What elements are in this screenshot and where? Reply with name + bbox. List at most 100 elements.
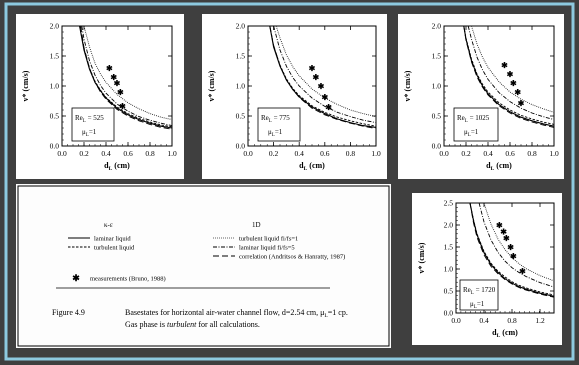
annotation-reynolds: ReL = 1025: [457, 114, 490, 124]
legend-label-turb-fifs1: turbulent liquid fi/fs=1: [239, 236, 298, 243]
series-line-longdash: [80, 26, 172, 130]
x-tick-label: 1.0: [371, 149, 381, 158]
legend-marker-measurements: ✱: [72, 273, 80, 283]
caption-line1-end: =1 cp.: [328, 308, 348, 317]
legend-label-measurements: measurements (Bruno, 1988): [90, 276, 166, 283]
x-tick-label: 1.0: [549, 149, 559, 158]
series-line-shortdash: [463, 26, 554, 125]
series-line-dot: [83, 26, 172, 121]
annotation-box: [453, 107, 499, 142]
y-tick-label: 0.0: [432, 142, 442, 151]
x-tick-label: 0.6: [123, 149, 133, 158]
series-line-dashdot: [467, 26, 554, 121]
x-tick-label: 0.0: [243, 149, 253, 158]
chart-re1720: 0.0 0.4 0.8 1.2 0.0 0.5 1.0 1.5 2.0 2.5 dL (cm) v* …: [417, 199, 555, 339]
measurement-marker: ✱: [312, 73, 319, 82]
y-tick-label: 2.0: [444, 221, 454, 230]
y-tick-label: 1.5: [236, 52, 246, 61]
x-tick-label: 0.6: [505, 149, 515, 158]
measurement-marker: ✱: [309, 64, 316, 73]
series-line-longdash: [469, 203, 554, 298]
annotation-viscosity: μL=1: [470, 300, 485, 310]
measurement-marker: ✱: [514, 88, 521, 97]
annotation-box: [257, 107, 301, 142]
measurement-marker: ✱: [507, 70, 514, 79]
x-tick-label: 0.4: [295, 149, 305, 158]
y-tick-label: 0.5: [236, 112, 246, 121]
caption-line2-end: for all calculations.: [196, 320, 260, 329]
slide-border: [4, 2, 575, 361]
x-axis-label: dL (cm): [299, 161, 325, 172]
y-tick-label: 0.5: [432, 112, 442, 121]
series-line-dashdot: [273, 26, 376, 124]
x-tick-label: 0.4: [479, 316, 489, 325]
y-tick-label: 0.0: [236, 142, 246, 151]
series-line-dot: [275, 26, 376, 118]
y-tick-label: 0.5: [50, 112, 60, 121]
y-axis-label: v* (cm/s): [207, 70, 216, 101]
measurement-marker: ✱: [496, 221, 503, 230]
chart-re525: 0.0 0.2 0.4 0.6 0.8 1.0 0.0 0.5 1.0 1.5 2.0 dL (cm)…: [21, 22, 177, 173]
measurement-marker: ✱: [503, 234, 510, 243]
x-tick-label: 0.2: [461, 149, 471, 158]
x-tick-label: 0.8: [145, 149, 155, 158]
annotation-viscosity: μL=1: [82, 128, 97, 138]
measurement-marker: ✱: [318, 82, 325, 91]
measurement-marker: ✱: [507, 243, 514, 252]
y-tick-label: 1.0: [432, 82, 442, 91]
legend-frame: [17, 185, 390, 347]
measurement-marker: ✱: [106, 64, 113, 73]
caption-line1: Basestates for horizontal air-water chan…: [125, 308, 348, 319]
series-line-longdash: [463, 26, 554, 128]
y-tick-label: 2.0: [236, 22, 246, 31]
x-tick-label: 0.8: [527, 149, 537, 158]
measurement-marker: ✱: [325, 103, 332, 112]
series-line-dashdot: [478, 203, 554, 288]
series-line-shortdash: [79, 26, 172, 128]
measurement-marker: ✱: [500, 228, 507, 237]
legend-caption: κ-ε 1D laminar liquid turbulent liquid t…: [17, 185, 390, 347]
y-tick-label: 1.5: [432, 52, 442, 61]
annotation-box: [459, 279, 499, 311]
y-tick-label: 1.5: [50, 52, 60, 61]
annotation-box: [71, 107, 115, 142]
series-line-shortdash: [469, 203, 554, 296]
y-tick-label: 0.0: [50, 142, 60, 151]
y-tick-label: 1.5: [444, 243, 454, 252]
legend-col2-title: 1D: [252, 221, 261, 229]
caption-line2-italic: turbulent: [167, 320, 197, 329]
y-axis-label: v* (cm/s): [403, 70, 412, 101]
x-axis-label: dL (cm): [104, 161, 130, 172]
legend-caption-panel: κ-ε 1D laminar liquid turbulent liquid t…: [16, 184, 391, 348]
measurement-marker: ✱: [501, 61, 508, 70]
chart-panel-re525: 0.0 0.2 0.4 0.6 0.8 1.0 0.0 0.5 1.0 1.5 2.0 dL (cm)…: [16, 14, 184, 179]
measurement-marker: ✱: [114, 79, 121, 88]
x-tick-label: 0.8: [507, 316, 517, 325]
measurement-marker: ✱: [510, 252, 517, 261]
measurement-marker: ✱: [110, 73, 117, 82]
x-tick-label: 0.8: [346, 149, 356, 158]
y-tick-label: 1.0: [444, 265, 454, 274]
annotation-reynolds: ReL = 525: [75, 114, 104, 124]
series-line-dot: [471, 26, 554, 113]
legend-label-turbulent: turbulent liquid: [94, 245, 135, 252]
y-axis-label: v* (cm/s): [21, 70, 30, 101]
x-tick-label: 0.0: [57, 149, 67, 158]
x-tick-label: 0.0: [451, 316, 461, 325]
x-axis-label: dL (cm): [492, 328, 518, 339]
y-tick-label: 0.0: [444, 309, 454, 318]
x-tick-label: 1.2: [535, 316, 545, 325]
caption-line2: Gas phase is turbulent for all calculati…: [125, 320, 260, 329]
y-tick-label: 1.0: [236, 82, 246, 91]
legend-label-laminar: laminar liquid: [94, 236, 131, 243]
x-tick-label: 0.6: [320, 149, 330, 158]
legend-label-correlation: correlation (Andritsos & Hanratty, 1987): [239, 254, 345, 261]
caption-figure-label: Figure 4.9: [52, 308, 85, 317]
measurement-marker: ✱: [321, 93, 328, 102]
measurement-marker: ✱: [518, 99, 525, 108]
legend-label-lam-fifs5: laminar liquid fi/fs=5: [239, 245, 295, 252]
chart-re775: 0.0 0.2 0.4 0.6 0.8 1.0 0.0 0.5 1.0 1.5 2.0 dL (cm)…: [207, 22, 381, 173]
x-axis-label: dL (cm): [486, 161, 512, 172]
x-tick-label: 0.4: [483, 149, 493, 158]
measurement-marker: ✱: [519, 267, 526, 276]
